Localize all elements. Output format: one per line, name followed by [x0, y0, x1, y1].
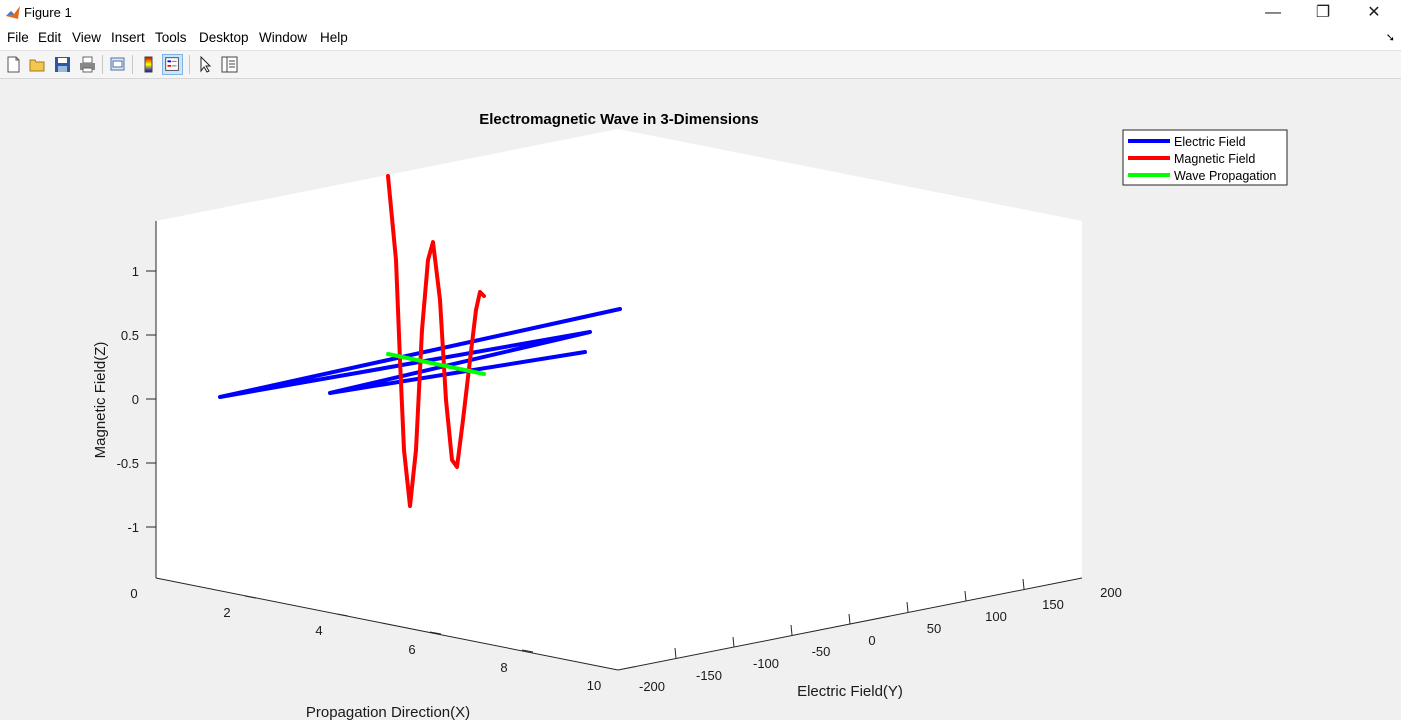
open-file-icon[interactable] [27, 54, 48, 75]
toolbar-separator [189, 55, 190, 74]
x-tick-label: 2 [223, 605, 230, 620]
close-button[interactable]: ✕ [1367, 4, 1381, 21]
x-ticks: 0 2 4 6 8 10 [130, 586, 601, 693]
y-tick-label: -50 [812, 644, 831, 659]
z-tick-label: -1 [127, 520, 139, 535]
link-plot-icon[interactable] [107, 54, 128, 75]
y-axis-label: Electric Field(Y) [797, 683, 903, 700]
menu-edit[interactable]: Edit [38, 30, 62, 45]
toolbar-separator [102, 55, 103, 74]
figure-toolbar [0, 51, 1401, 79]
menu-help[interactable]: Help [320, 30, 348, 45]
window-title: Figure 1 [24, 5, 72, 20]
save-icon[interactable] [52, 54, 73, 75]
legend[interactable]: Electric Field Magnetic Field Wave Propa… [1122, 129, 1288, 186]
minimize-button[interactable]: — [1265, 4, 1281, 21]
x-tick-label: 0 [130, 586, 137, 601]
z-tick-label: 1 [132, 264, 139, 279]
y-tick-label: -100 [753, 656, 779, 671]
matlab-icon [6, 6, 20, 19]
print-icon[interactable] [77, 54, 98, 75]
edit-plot-icon[interactable] [195, 54, 216, 75]
menu-file[interactable]: File [7, 30, 29, 45]
x-tick-label: 8 [500, 660, 507, 675]
x-tick-label: 10 [587, 678, 601, 693]
new-figure-icon[interactable] [3, 54, 24, 75]
legend-icon[interactable] [162, 54, 183, 75]
legend-label: Wave Propagation [1174, 169, 1276, 183]
y-tick-label: 200 [1100, 585, 1122, 600]
menu-bar: File Edit View Insert Tools Desktop Wind… [0, 26, 1401, 51]
plot-title: Electromagnetic Wave in 3-Dimensions [479, 111, 759, 128]
menu-tools[interactable]: Tools [155, 30, 187, 45]
property-inspector-icon[interactable] [219, 54, 240, 75]
dock-figure-icon[interactable]: ➘ [1385, 32, 1395, 44]
y-ticks: -200 -150 -100 -50 0 50 100 150 200 [639, 578, 1122, 694]
plot-3d[interactable]: Electromagnetic Wave in 3-Dimensions 1 0… [0, 79, 1401, 720]
x-tick-label: 4 [315, 623, 322, 638]
menu-view[interactable]: View [72, 30, 102, 45]
y-tick-label: 0 [868, 633, 875, 648]
magnetic-field-line [386, 174, 486, 508]
colorbar-icon[interactable] [138, 54, 159, 75]
menu-window[interactable]: Window [259, 30, 308, 45]
restore-button[interactable]: ❐ [1315, 4, 1331, 21]
legend-label: Magnetic Field [1174, 152, 1255, 166]
z-tick-label: 0.5 [121, 328, 139, 343]
figure-canvas[interactable]: Electromagnetic Wave in 3-Dimensions 1 0… [0, 79, 1401, 720]
y-tick-label: 50 [927, 621, 941, 636]
x-axis-line [155, 577, 619, 671]
x-axis-label: Propagation Direction(X) [306, 704, 470, 720]
axes-background [156, 129, 1082, 670]
electric-field-line [218, 307, 622, 399]
series-layer [218, 174, 622, 508]
y-tick-label: -200 [639, 679, 665, 694]
y-tick-label: -150 [696, 668, 722, 683]
z-tick-label: 0 [132, 392, 139, 407]
menu-insert[interactable]: Insert [111, 30, 145, 45]
wave-propagation-line [386, 352, 486, 376]
window-titlebar: Figure 1 — ❐ ✕ [0, 0, 1401, 26]
z-ticks: 1 0.5 0 -0.5 -1 [117, 264, 156, 535]
toolbar-separator [132, 55, 133, 74]
menu-desktop[interactable]: Desktop [199, 30, 249, 45]
legend-label: Electric Field [1174, 135, 1246, 149]
y-tick-label: 150 [1042, 597, 1064, 612]
y-tick-label: 100 [985, 609, 1007, 624]
z-tick-label: -0.5 [117, 456, 139, 471]
z-axis-label: Magnetic Field(Z) [92, 342, 109, 459]
x-tick-label: 6 [408, 642, 415, 657]
